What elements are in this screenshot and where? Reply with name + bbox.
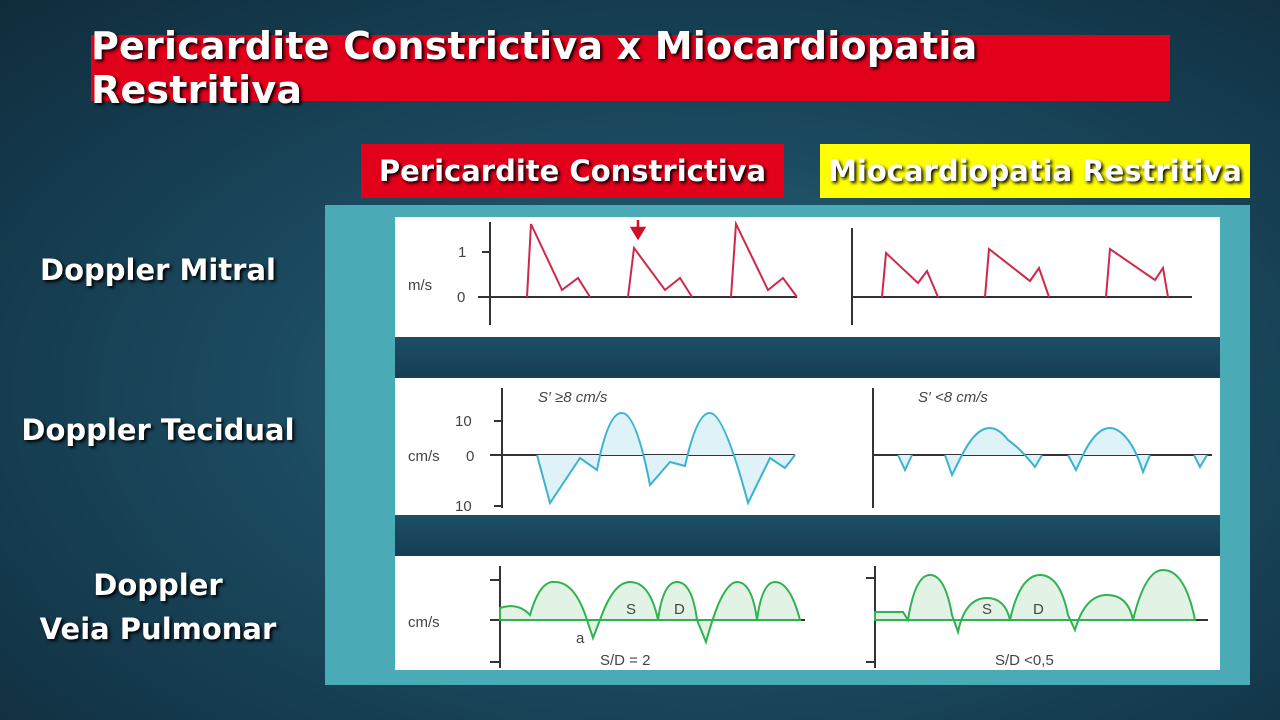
vein-s-left: S [626,601,636,618]
row-label-mitral: Doppler Mitral [40,253,276,287]
row-label-veia-1: Doppler [93,568,223,602]
vein-left-ratio: S/D = 2 [600,652,650,669]
mitral-wave-right [881,247,1169,298]
mitral-unit: m/s [408,277,432,294]
column-header-pericardite: Pericardite Constrictiva [361,144,784,198]
tissue-wave-right [897,427,1208,478]
vein-wave-left [499,580,802,646]
mitral-tick-1: 1 [458,244,466,261]
tissue-tick-0: 0 [466,448,474,465]
vein-right-ratio: S/D <0,5 [995,652,1054,669]
row-label-tecidual: Doppler Tecidual [21,413,295,447]
vein-d-left: D [674,601,685,618]
divider-band [395,515,1220,556]
divider-band [395,337,1220,378]
tissue-wave-left [536,412,796,506]
vein-unit: cm/s [408,614,440,631]
vein-wave-right [874,568,1197,636]
tissue-right-label: S′ <8 cm/s [918,389,988,406]
column-header-miocardiopatia: Miocardiopatia Restritiva [820,144,1250,198]
tissue-unit: cm/s [408,448,440,465]
arrow-down-icon [629,220,647,241]
tissue-left-label: S′ ≥8 cm/s [538,389,608,406]
row-label-veia-2: Veia Pulmonar [39,612,277,646]
tecidual-panel [395,378,1220,515]
tissue-tick-bottom: 10 [455,498,472,515]
tissue-tick-top: 10 [455,413,472,430]
mitral-tick-0: 0 [457,289,465,306]
vein-s-right: S [982,601,992,618]
vein-d-right: D [1033,601,1044,618]
mitral-wave-left [526,220,798,298]
mitral-panel [395,217,1220,337]
vein-a-label: a [576,630,585,647]
